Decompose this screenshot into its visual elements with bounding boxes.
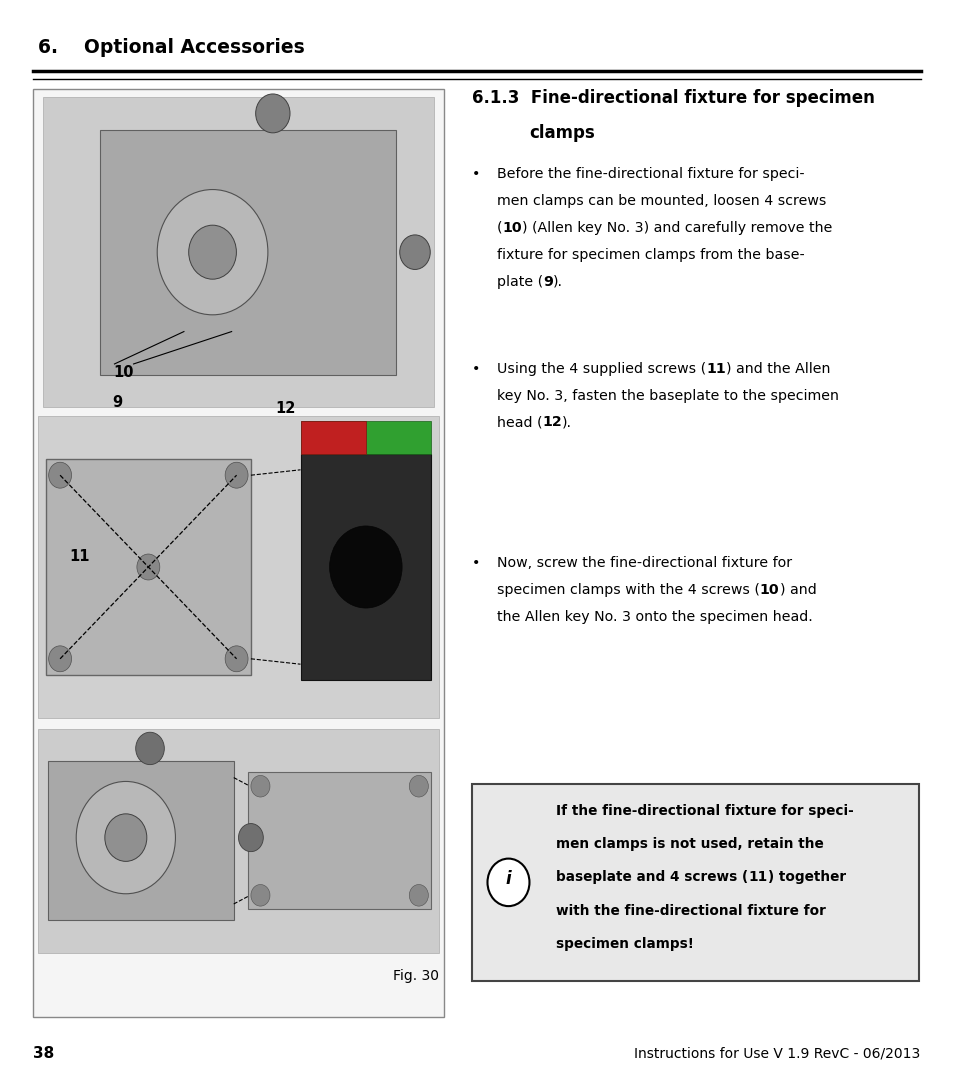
Text: the Allen key No. 3 onto the specimen head.: the Allen key No. 3 onto the specimen he… — [497, 610, 812, 624]
Text: If the fine-directional fixture for speci-: If the fine-directional fixture for spec… — [556, 804, 853, 818]
Circle shape — [76, 782, 175, 894]
Text: specimen clamps with the 4 screws (: specimen clamps with the 4 screws ( — [497, 583, 760, 597]
Text: plate (: plate ( — [497, 274, 542, 288]
Text: 10: 10 — [502, 221, 521, 235]
Text: ) and: ) and — [779, 583, 816, 597]
Text: 12: 12 — [542, 416, 561, 430]
Circle shape — [135, 732, 164, 765]
Text: 10: 10 — [760, 583, 779, 597]
Circle shape — [330, 526, 402, 608]
Circle shape — [238, 824, 263, 852]
Circle shape — [251, 775, 270, 797]
Circle shape — [409, 885, 428, 906]
Text: 6.    Optional Accessories: 6. Optional Accessories — [38, 38, 305, 57]
Bar — [100, 130, 395, 375]
Text: ).: ). — [561, 416, 572, 430]
Text: •: • — [472, 167, 480, 181]
Circle shape — [157, 190, 268, 315]
Text: Instructions for Use V 1.9 RevC - 06/2013: Instructions for Use V 1.9 RevC - 06/201… — [634, 1047, 920, 1061]
FancyBboxPatch shape — [472, 784, 918, 981]
Text: 9: 9 — [542, 274, 553, 288]
Bar — [300, 421, 431, 454]
Bar — [248, 772, 431, 909]
Circle shape — [137, 554, 159, 580]
Text: key No. 3, fasten the baseplate to the specimen: key No. 3, fasten the baseplate to the s… — [497, 389, 838, 403]
Text: Before the fine-directional fixture for speci-: Before the fine-directional fixture for … — [497, 167, 803, 181]
Bar — [38, 416, 438, 718]
Text: ) and the Allen: ) and the Allen — [725, 362, 829, 376]
Circle shape — [255, 94, 290, 133]
Circle shape — [251, 885, 270, 906]
Text: ) (Allen key No. 3) and carefully remove the: ) (Allen key No. 3) and carefully remove… — [521, 221, 832, 235]
Text: specimen clamps!: specimen clamps! — [556, 937, 694, 951]
Text: •: • — [472, 556, 480, 570]
Text: (: ( — [497, 221, 502, 235]
Text: men clamps can be mounted, loosen 4 screws: men clamps can be mounted, loosen 4 scre… — [497, 194, 825, 208]
Text: 12: 12 — [275, 401, 295, 416]
Circle shape — [49, 462, 71, 488]
Text: with the fine-directional fixture for: with the fine-directional fixture for — [556, 904, 825, 918]
Circle shape — [399, 235, 430, 270]
Circle shape — [105, 814, 147, 862]
Bar — [38, 729, 438, 953]
Bar — [300, 421, 366, 454]
Circle shape — [225, 646, 248, 672]
Text: ) together: ) together — [767, 870, 844, 885]
Text: 11: 11 — [705, 362, 725, 376]
Text: 9: 9 — [112, 395, 123, 410]
Circle shape — [487, 859, 529, 906]
Bar — [33, 89, 443, 1017]
Circle shape — [189, 226, 236, 280]
Text: men clamps is not used, retain the: men clamps is not used, retain the — [556, 837, 823, 851]
Text: i: i — [505, 870, 511, 888]
Bar — [300, 454, 431, 680]
Bar — [48, 761, 233, 920]
Bar — [46, 459, 251, 675]
Text: •: • — [472, 362, 480, 376]
Circle shape — [49, 646, 71, 672]
Circle shape — [409, 775, 428, 797]
Text: Using the 4 supplied screws (: Using the 4 supplied screws ( — [497, 362, 705, 376]
Text: baseplate and 4 screws (: baseplate and 4 screws ( — [556, 870, 747, 885]
Text: head (: head ( — [497, 416, 542, 430]
Text: 11: 11 — [70, 549, 90, 564]
Bar — [43, 97, 434, 407]
Text: clamps: clamps — [529, 124, 595, 143]
Circle shape — [225, 462, 248, 488]
Text: 6.1.3  Fine-directional fixture for specimen: 6.1.3 Fine-directional fixture for speci… — [472, 89, 874, 107]
Text: Now, screw the fine-directional fixture for: Now, screw the fine-directional fixture … — [497, 556, 791, 570]
Text: 11: 11 — [747, 870, 767, 885]
Text: ).: ). — [553, 274, 562, 288]
Text: 38: 38 — [33, 1045, 54, 1061]
Text: fixture for specimen clamps from the base-: fixture for specimen clamps from the bas… — [497, 247, 804, 261]
Text: 10: 10 — [113, 365, 134, 380]
Text: Fig. 30: Fig. 30 — [393, 969, 438, 983]
